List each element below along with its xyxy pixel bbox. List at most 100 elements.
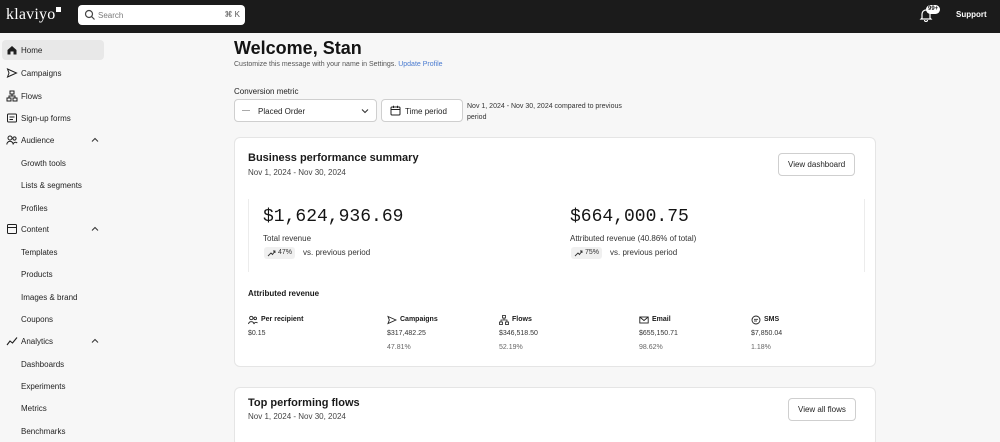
attributed-revenue-trend-badge: 75% [571, 247, 603, 259]
email-column: Email $655,150.71 98.62% [639, 315, 739, 351]
sidebar-item-content[interactable]: Content [2, 219, 104, 239]
search-shortcut: ⌘ K [224, 10, 240, 19]
calendar-icon [390, 105, 401, 116]
email-icon [639, 316, 649, 324]
sidebar-item-label: Audience [21, 136, 55, 145]
card-title: Business performance summary [248, 152, 419, 164]
sidebar-item-coupons[interactable]: Coupons [21, 315, 54, 324]
per-recipient-column: Per recipient $0.15 [248, 315, 368, 337]
sidebar-item-images-brand[interactable]: Images & brand [21, 293, 78, 302]
total-revenue-trend-badge: 47% [264, 247, 296, 259]
sidebar-item-flows[interactable]: Flows [2, 86, 104, 106]
vs-previous-label: vs. previous period [303, 248, 371, 257]
sidebar-item-campaigns[interactable]: Campaigns [2, 63, 104, 83]
search-icon [84, 9, 95, 20]
klaviyo-logo[interactable]: klaviyo [6, 6, 62, 24]
trend-up-icon [574, 250, 583, 257]
column-value: $655,150.71 [639, 330, 678, 337]
column-value: $317,482.25 [387, 330, 426, 337]
flows-icon [6, 90, 18, 102]
vs-previous-label: vs. previous period [610, 248, 678, 257]
campaigns-column: Campaigns $317,482.25 47.81% [387, 315, 487, 351]
conversion-metric-value: Placed Order [258, 107, 306, 116]
per-recipient-icon [248, 315, 258, 325]
total-revenue-value: $1,624,936.69 [263, 207, 404, 227]
campaigns-icon [6, 68, 18, 78]
time-period-label: Time period [405, 107, 447, 116]
chevron-up-icon[interactable] [90, 336, 100, 346]
search-bar[interactable]: ⌘ K [78, 5, 245, 25]
sidebar-item-metrics[interactable]: Metrics [21, 404, 47, 413]
sidebar-item-analytics[interactable]: Analytics [2, 331, 104, 351]
flows-icon [499, 315, 509, 325]
subtitle-text: Customize this message with your name in… [234, 61, 397, 68]
column-value: $0.15 [248, 330, 266, 337]
column-value: $346,518.50 [499, 330, 538, 337]
attributed-revenue-section-title: Attributed revenue [248, 289, 320, 298]
attributed-revenue-value: $664,000.75 [570, 207, 689, 227]
trend-up-icon [267, 250, 276, 257]
business-performance-card: Business performance summary Nov 1, 2024… [234, 137, 876, 367]
sidebar-item-signup-forms[interactable]: Sign-up forms [2, 108, 104, 128]
update-profile-link[interactable]: Update Profile [398, 61, 443, 68]
sidebar-item-home[interactable]: Home [2, 40, 104, 60]
column-name: SMS [764, 316, 780, 323]
view-dashboard-button[interactable]: View dashboard [778, 153, 856, 176]
column-percent: 98.62% [639, 344, 663, 351]
attributed-revenue-label: Attributed revenue (40.86% of total) [570, 234, 697, 243]
home-icon [7, 46, 17, 55]
chevron-up-icon[interactable] [90, 135, 100, 145]
column-name: Campaigns [400, 316, 438, 323]
signup-forms-icon [7, 113, 17, 123]
sidebar-item-label: Sign-up forms [21, 114, 71, 123]
sidebar: Home Campaigns Flows Sign-up forms Audie… [0, 33, 112, 442]
sidebar-item-products[interactable]: Products [21, 270, 53, 279]
sidebar-item-label: Analytics [21, 337, 54, 346]
card-title: Top performing flows [248, 397, 360, 409]
content-icon [7, 224, 17, 234]
trend-percent: 47% [278, 249, 293, 256]
page-subtitle: Customize this message with your name in… [234, 61, 443, 68]
sidebar-item-profiles[interactable]: Profiles [21, 204, 48, 213]
card-date-range: Nov 1, 2024 - Nov 30, 2024 [248, 168, 346, 177]
top-flows-card: Top performing flows Nov 1, 2024 - Nov 3… [234, 387, 876, 442]
total-revenue-label: Total revenue [263, 234, 312, 243]
column-name: Per recipient [261, 316, 304, 323]
flows-column: Flows $346,518.50 52.19% [499, 315, 599, 351]
sidebar-item-growth-tools[interactable]: Growth tools [21, 159, 66, 168]
column-percent: 47.81% [387, 344, 411, 351]
sidebar-item-benchmarks[interactable]: Benchmarks [21, 427, 66, 436]
sidebar-item-label: Content [21, 225, 50, 234]
column-name: Email [652, 316, 671, 323]
search-input[interactable] [98, 7, 218, 23]
sms-icon [751, 315, 761, 325]
sidebar-item-dashboards[interactable]: Dashboards [21, 360, 65, 369]
support-link[interactable]: Support [956, 10, 987, 19]
trend-percent: 75% [585, 249, 600, 256]
sidebar-item-lists-segments[interactable]: Lists & segments [21, 181, 82, 190]
sidebar-item-label: Campaigns [21, 69, 62, 78]
column-percent: 52.19% [499, 344, 523, 351]
view-all-flows-button[interactable]: View all flows [788, 398, 856, 421]
audience-icon [6, 135, 18, 145]
chevron-up-icon[interactable] [90, 224, 100, 234]
revenue-stats: $1,624,936.69 Total revenue 47% vs. prev… [248, 199, 865, 272]
column-percent: 1.18% [751, 344, 771, 351]
date-range-text: Nov 1, 2024 - Nov 30, 2024 compared to p… [467, 103, 622, 121]
conversion-metric-label: Conversion metric [234, 87, 299, 96]
metric-indicator-icon [242, 110, 250, 111]
sidebar-item-label: Home [21, 46, 43, 55]
sidebar-item-label: Flows [21, 92, 42, 101]
sms-column: SMS $7,850.04 1.18% [751, 315, 851, 351]
sidebar-item-templates[interactable]: Templates [21, 248, 58, 257]
conversion-metric-select[interactable]: Placed Order [234, 99, 377, 122]
sidebar-item-audience[interactable]: Audience [2, 130, 104, 150]
sidebar-item-experiments[interactable]: Experiments [21, 382, 66, 391]
column-name: Flows [512, 316, 532, 323]
top-bar: klaviyo ⌘ K 99+ Support [0, 0, 1000, 33]
notification-badge: 99+ [926, 5, 941, 14]
time-period-button[interactable]: Time period [381, 99, 463, 122]
card-date-range: Nov 1, 2024 - Nov 30, 2024 [248, 412, 346, 421]
page-title: Welcome, Stan [234, 38, 362, 58]
analytics-icon [6, 337, 18, 346]
